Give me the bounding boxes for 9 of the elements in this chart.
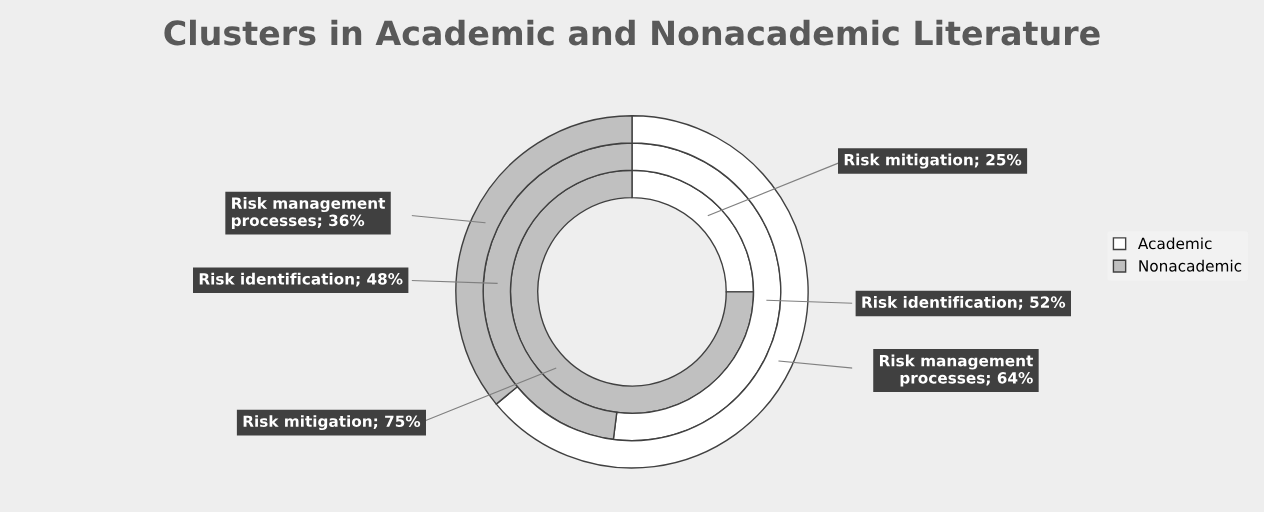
data-label: Risk management processes; 64%: [879, 354, 1033, 387]
legend-label: Academic: [1137, 237, 1212, 250]
legend-label: Nonacademic: [1139, 259, 1242, 272]
data-label: Risk identification; 52%: [862, 296, 1066, 310]
data-label: Risk identification; 48%: [199, 272, 403, 287]
data-label: Risk mitigation; 75%: [243, 415, 421, 431]
data-label: Risk management processes; 36%: [231, 197, 386, 230]
chart-title: Clusters in Academic and Nonacademic Literature: [164, 19, 1100, 46]
data-label: Risk mitigation; 25%: [844, 153, 1022, 169]
